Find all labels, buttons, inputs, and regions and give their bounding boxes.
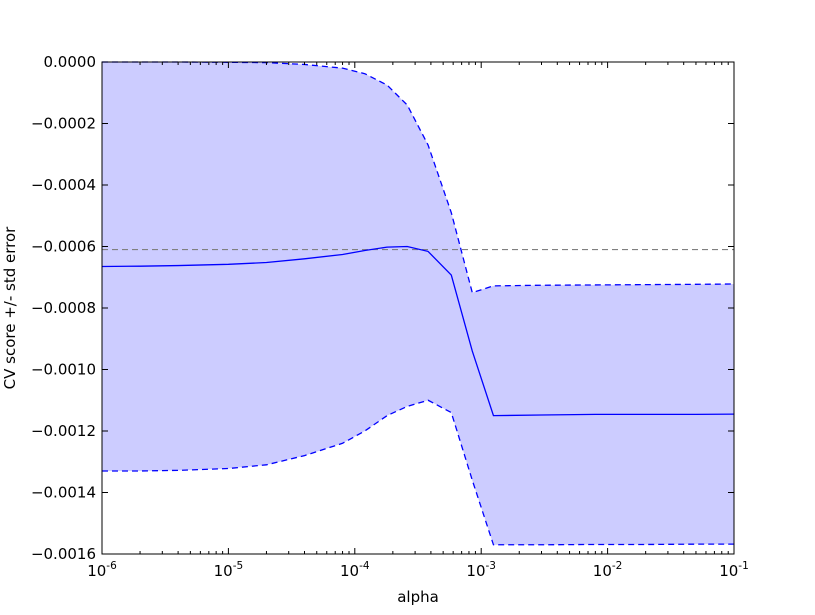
series-layer	[101, 61, 735, 546]
std-error-band	[102, 62, 734, 545]
y-axis-label: CV score +/- std error	[1, 226, 19, 390]
y-tick-label: −0.0012	[31, 422, 96, 440]
x-tick-label: 10-2	[593, 560, 623, 580]
x-axis-ticks: 10-6 10-5 10-4 10-3 10-2 10-1	[87, 62, 749, 580]
mean-series-line	[101, 245, 735, 417]
y-tick-label: −0.0008	[31, 299, 96, 317]
x-axis-label: alpha	[397, 588, 439, 606]
x-tick-label: 10-5	[214, 560, 244, 580]
y-tick-label: −0.0004	[31, 176, 96, 194]
x-tick-label: 10-6	[87, 560, 117, 580]
y-axis-ticks: 0.0000 −0.0002 −0.0004 −0.0006 −0.0008 −0.001…	[31, 53, 734, 563]
upper-series-line	[102, 61, 735, 294]
y-tick-label: −0.0014	[31, 484, 96, 502]
y-tick-label: −0.0010	[31, 361, 96, 379]
y-tick-label: −0.0006	[31, 238, 96, 256]
y-tick-label: −0.0002	[31, 115, 96, 133]
x-tick-label: 10-3	[466, 560, 496, 580]
y-tick-label: 0.0000	[44, 53, 97, 71]
x-tick-label: 10-4	[340, 560, 370, 580]
y-tick-label: −0.0016	[31, 545, 96, 563]
x-tick-label: 10-1	[719, 560, 749, 580]
std-error-band-layer	[102, 62, 734, 545]
